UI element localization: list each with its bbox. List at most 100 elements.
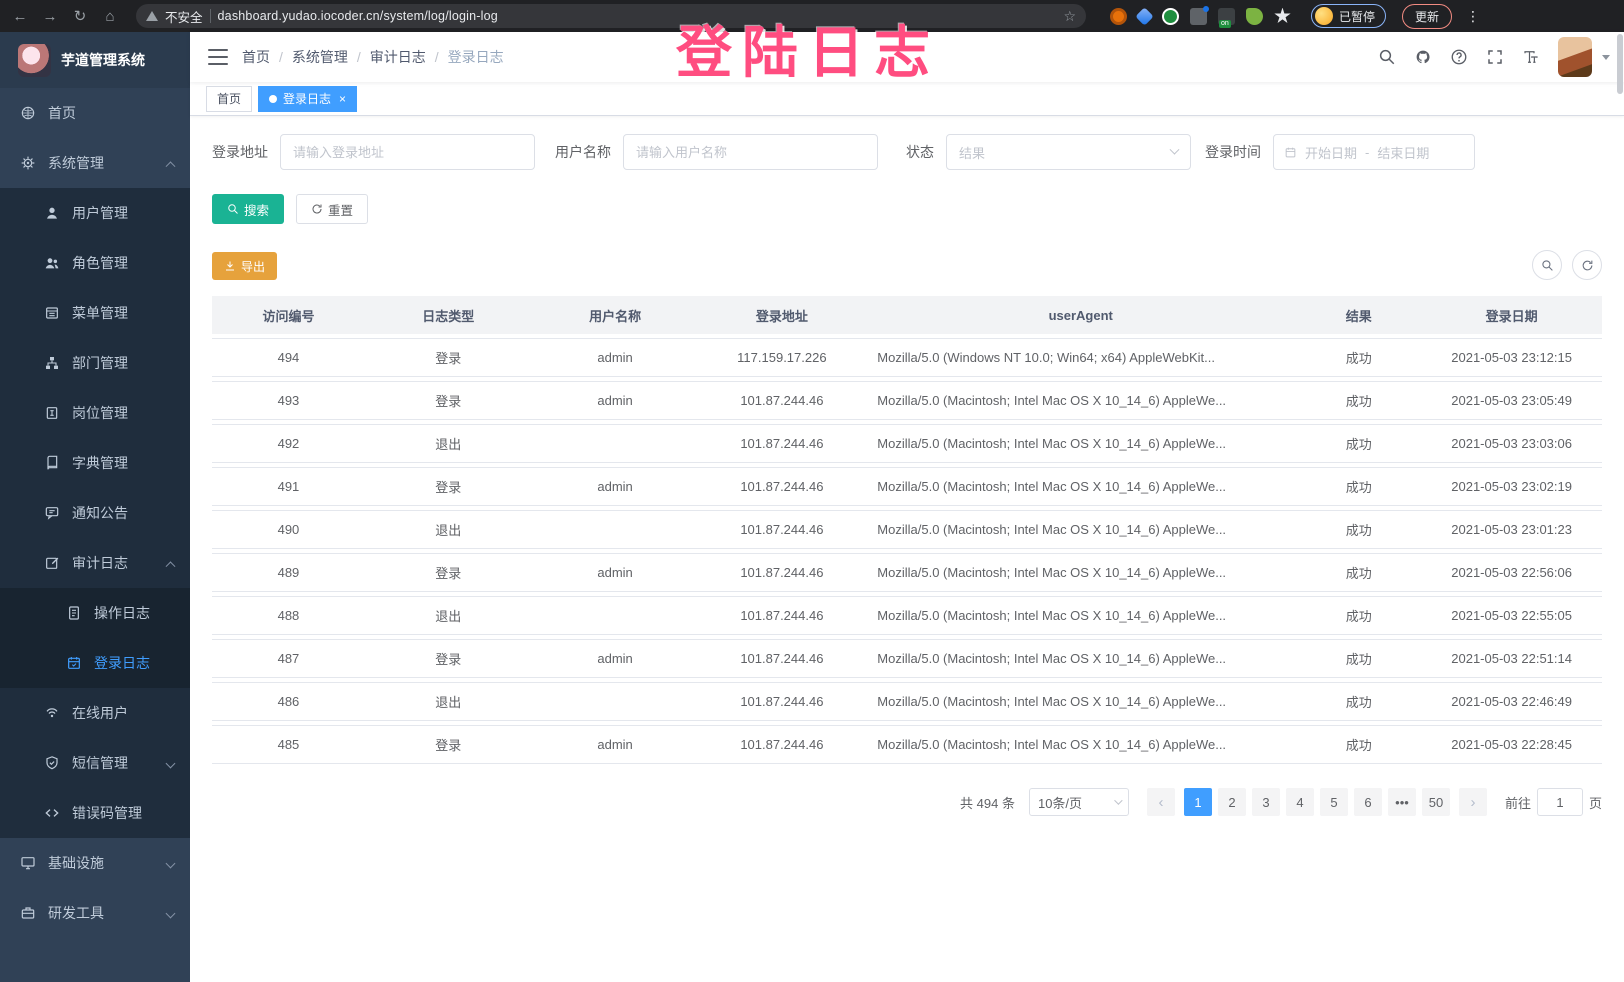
cell-user: admin	[531, 338, 699, 377]
sidebar-item-4[interactable]: 角色管理	[0, 238, 190, 288]
sidebar-item-2[interactable]: 系统管理	[0, 138, 190, 188]
cell-id: 490	[212, 510, 365, 549]
column-header: 访问编号	[212, 296, 365, 334]
sidebar-item-14[interactable]: 短信管理	[0, 738, 190, 788]
refresh-table-button[interactable]	[1572, 250, 1602, 280]
github-icon[interactable]	[1414, 48, 1432, 66]
browser-forward-icon[interactable]: →	[42, 7, 58, 25]
status-select[interactable]: 结果	[946, 134, 1191, 170]
login-time-range-picker[interactable]: 开始日期 - 结束日期	[1273, 134, 1475, 170]
page-ellipsis[interactable]: •••	[1387, 788, 1416, 816]
i-monitor	[20, 855, 36, 871]
sidebar-item-9[interactable]: 通知公告	[0, 488, 190, 538]
extension-icon-6[interactable]	[1246, 7, 1263, 25]
extension-icon-1[interactable]	[1110, 7, 1127, 25]
page-button-6[interactable]: 6	[1353, 788, 1382, 816]
sidebar-item-7[interactable]: 岗位管理	[0, 388, 190, 438]
prev-page-button[interactable]: ‹	[1146, 788, 1175, 816]
extension-icon-7[interactable]	[1274, 7, 1291, 23]
app-logo	[18, 43, 51, 77]
chevron-down-icon	[165, 758, 176, 768]
sidebar-item-11[interactable]: 操作日志	[0, 588, 190, 638]
sidebar-item-3[interactable]: 用户管理	[0, 188, 190, 238]
annotation-overlay-text: 登陆日志	[676, 21, 940, 84]
page-button-5[interactable]: 5	[1319, 788, 1348, 816]
sidebar-item-6[interactable]: 部门管理	[0, 338, 190, 388]
cell-id: 494	[212, 338, 365, 377]
tab-1[interactable]: 首页	[206, 85, 253, 112]
extension-icon-2[interactable]	[1135, 6, 1154, 26]
breadcrumb-item-1[interactable]: 首页	[242, 49, 270, 65]
goto-page-input[interactable]	[1536, 788, 1583, 816]
browser-update-button[interactable]: 更新	[1402, 3, 1453, 29]
bookmark-star-icon[interactable]: ☆	[1063, 7, 1076, 24]
page-button-50[interactable]: 50	[1421, 788, 1450, 816]
avatar-caret-icon[interactable]	[1602, 54, 1610, 60]
address-bar[interactable]: 不安全 dashboard.yudao.iocoder.cn/system/lo…	[136, 4, 1086, 28]
extension-icon-5[interactable]	[1218, 7, 1235, 28]
security-warning-icon	[146, 11, 158, 21]
page-button-1[interactable]: 1	[1183, 788, 1212, 816]
sidebar-toggle-icon[interactable]	[208, 49, 228, 65]
sidebar-item-15[interactable]: 错误码管理	[0, 788, 190, 838]
cell-date: 2021-05-03 22:55:05	[1421, 596, 1602, 635]
page-button-2[interactable]: 2	[1217, 788, 1246, 816]
cell-agent: Mozilla/5.0 (Macintosh; Intel Mac OS X 1…	[865, 467, 1297, 506]
filter-form: 登录地址 用户名称 状态 结果 登录时间 开始日期 - 结束日期	[212, 134, 1602, 170]
chevron-down-icon	[165, 908, 176, 918]
breadcrumb-item-2[interactable]: 系统管理	[291, 49, 348, 65]
browser-menu-icon[interactable]: ⋮	[1466, 7, 1481, 24]
browser-home-icon[interactable]: ⌂	[105, 7, 115, 25]
sidebar-item-label: 研发工具	[48, 905, 104, 921]
font-size-icon[interactable]	[1522, 48, 1540, 66]
browser-back-icon[interactable]: ←	[12, 7, 28, 25]
tab-2[interactable]: 登录日志 ×	[258, 85, 358, 112]
i-user	[44, 205, 60, 221]
app-logo-row: 芋道管理系统	[0, 32, 190, 88]
sidebar-item-5[interactable]: 菜单管理	[0, 288, 190, 338]
search-button[interactable]: 搜索	[212, 194, 285, 224]
browser-profile-badge[interactable]: 已暂停	[1311, 4, 1387, 28]
user-avatar[interactable]	[1558, 37, 1592, 77]
sidebar-item-17[interactable]: 研发工具	[0, 888, 190, 938]
header-search-icon[interactable]	[1378, 48, 1396, 66]
page-button-4[interactable]: 4	[1285, 788, 1314, 816]
extension-icon-3[interactable]	[1162, 7, 1179, 25]
sidebar-item-label: 角色管理	[72, 255, 128, 271]
browser-reload-icon[interactable]: ↻	[73, 8, 87, 25]
sidebar-item-1[interactable]: 首页	[0, 88, 190, 138]
breadcrumb-item-3[interactable]: 审计日志	[369, 49, 426, 65]
table-header-row: 访问编号 日志类型 用户名称 登录地址 userAgent 结果 登录日期	[212, 296, 1602, 334]
sidebar-item-10[interactable]: 审计日志	[0, 538, 190, 588]
chevron-down-icon	[1114, 796, 1123, 805]
login-address-input[interactable]	[280, 134, 535, 170]
sidebar-item-13[interactable]: 在线用户	[0, 688, 190, 738]
cell-user	[531, 510, 699, 549]
reset-button[interactable]: 重置	[296, 194, 369, 224]
page-button-3[interactable]: 3	[1251, 788, 1280, 816]
fullscreen-icon[interactable]	[1486, 48, 1504, 66]
column-header: userAgent	[865, 296, 1297, 334]
i-tool	[20, 905, 36, 921]
extension-icon-4[interactable]	[1190, 5, 1209, 25]
page-size-select[interactable]: 10条/页	[1028, 788, 1129, 816]
username-input[interactable]	[623, 134, 878, 170]
next-page-button[interactable]: ›	[1458, 788, 1487, 816]
export-button[interactable]: 导出	[212, 252, 278, 280]
scrollbar-thumb[interactable]	[1617, 34, 1623, 94]
sidebar-item-8[interactable]: 字典管理	[0, 438, 190, 488]
sidebar-item-16[interactable]: 基础设施	[0, 838, 190, 888]
column-header: 日志类型	[364, 296, 532, 334]
cell-agent: Mozilla/5.0 (Macintosh; Intel Mac OS X 1…	[865, 725, 1297, 764]
cell-result: 成功	[1296, 639, 1422, 678]
toggle-search-button[interactable]	[1532, 250, 1562, 280]
i-shield	[44, 755, 60, 771]
page-content: 登录地址 用户名称 状态 结果 登录时间 开始日期 - 结束日期	[190, 116, 1624, 982]
help-icon[interactable]	[1450, 48, 1468, 66]
tab-close-icon[interactable]: ×	[339, 91, 347, 106]
column-header: 登录日期	[1421, 296, 1602, 334]
cell-date: 2021-05-03 22:28:45	[1421, 725, 1602, 764]
sidebar-item-12[interactable]: 登录日志	[0, 638, 190, 688]
app-title: 芋道管理系统	[61, 52, 145, 68]
login-log-table: 访问编号 日志类型 用户名称 登录地址 userAgent 结果 登录日期 494 登录 adm…	[212, 292, 1602, 768]
